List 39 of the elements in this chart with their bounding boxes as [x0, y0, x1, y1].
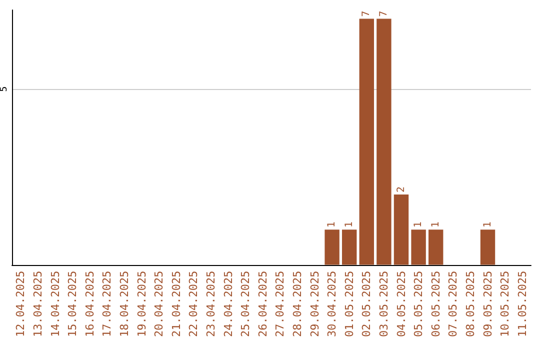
x-tick-label: 15.04.2025 [66, 270, 80, 338]
x-tick-label: 04.05.2025 [394, 270, 408, 338]
x-tick-label: 10.05.2025 [498, 270, 512, 338]
x-tick-label: 05.05.2025 [412, 270, 426, 338]
x-tick-label: 02.05.2025 [360, 270, 374, 338]
x-tick-label: 26.04.2025 [256, 270, 270, 338]
y-tick-label: 5 [0, 86, 10, 92]
x-tick-label: 27.04.2025 [274, 270, 287, 338]
x-tick-label: 19.04.2025 [135, 270, 148, 338]
x-tick-label: 08.05.2025 [464, 270, 477, 338]
x-tick-label: 12.04.2025 [14, 270, 28, 338]
x-tick-label: 20.04.2025 [152, 270, 166, 338]
x-tick-label: 17.04.2025 [100, 270, 114, 338]
x-tick-label: 22.04.2025 [187, 270, 200, 338]
x-tick-label: 13.04.2025 [31, 270, 44, 338]
x-tick-label: 09.05.2025 [481, 270, 494, 338]
x-tick-label: 16.04.2025 [83, 270, 96, 338]
x-tick-label: 14.04.2025 [48, 270, 62, 338]
data-label: 1 [430, 222, 442, 228]
x-tick-label: 01.05.2025 [342, 270, 356, 338]
x-tick-label: 23.04.2025 [204, 270, 218, 338]
x-tick-label: 24.04.2025 [222, 270, 235, 338]
x-tick-label: 03.05.2025 [377, 270, 390, 338]
x-tick-label: 11.05.2025 [516, 270, 529, 338]
x-tick-label: 06.05.2025 [429, 270, 442, 338]
x-tick-label: 28.04.2025 [290, 270, 304, 338]
x-tick-label: 29.04.2025 [308, 270, 322, 338]
x-tick-label: 07.05.2025 [446, 270, 460, 338]
data-label: 1 [413, 222, 424, 228]
data-label: 1 [344, 222, 355, 228]
x-tick-label: 21.04.2025 [170, 270, 183, 338]
data-label: 2 [396, 186, 407, 192]
data-label: 7 [361, 10, 372, 17]
data-label: 7 [378, 10, 390, 17]
x-tick-label: 25.04.2025 [239, 270, 252, 338]
x-tick-label: 30.04.2025 [326, 270, 339, 338]
x-tick-label: 18.04.2025 [118, 270, 131, 338]
data-label: 1 [482, 222, 494, 228]
data-label: 1 [326, 222, 338, 228]
